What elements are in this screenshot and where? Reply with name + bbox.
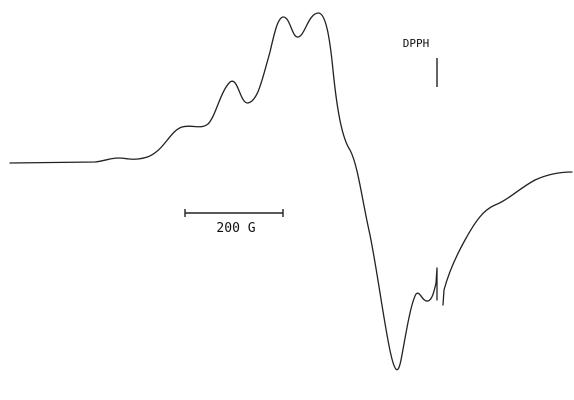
scale-bar-label: 200 G [216, 221, 255, 236]
spectrum-trace [9, 12, 573, 371]
scale-bar [184, 209, 284, 217]
reference-label: DPPH [403, 37, 430, 50]
